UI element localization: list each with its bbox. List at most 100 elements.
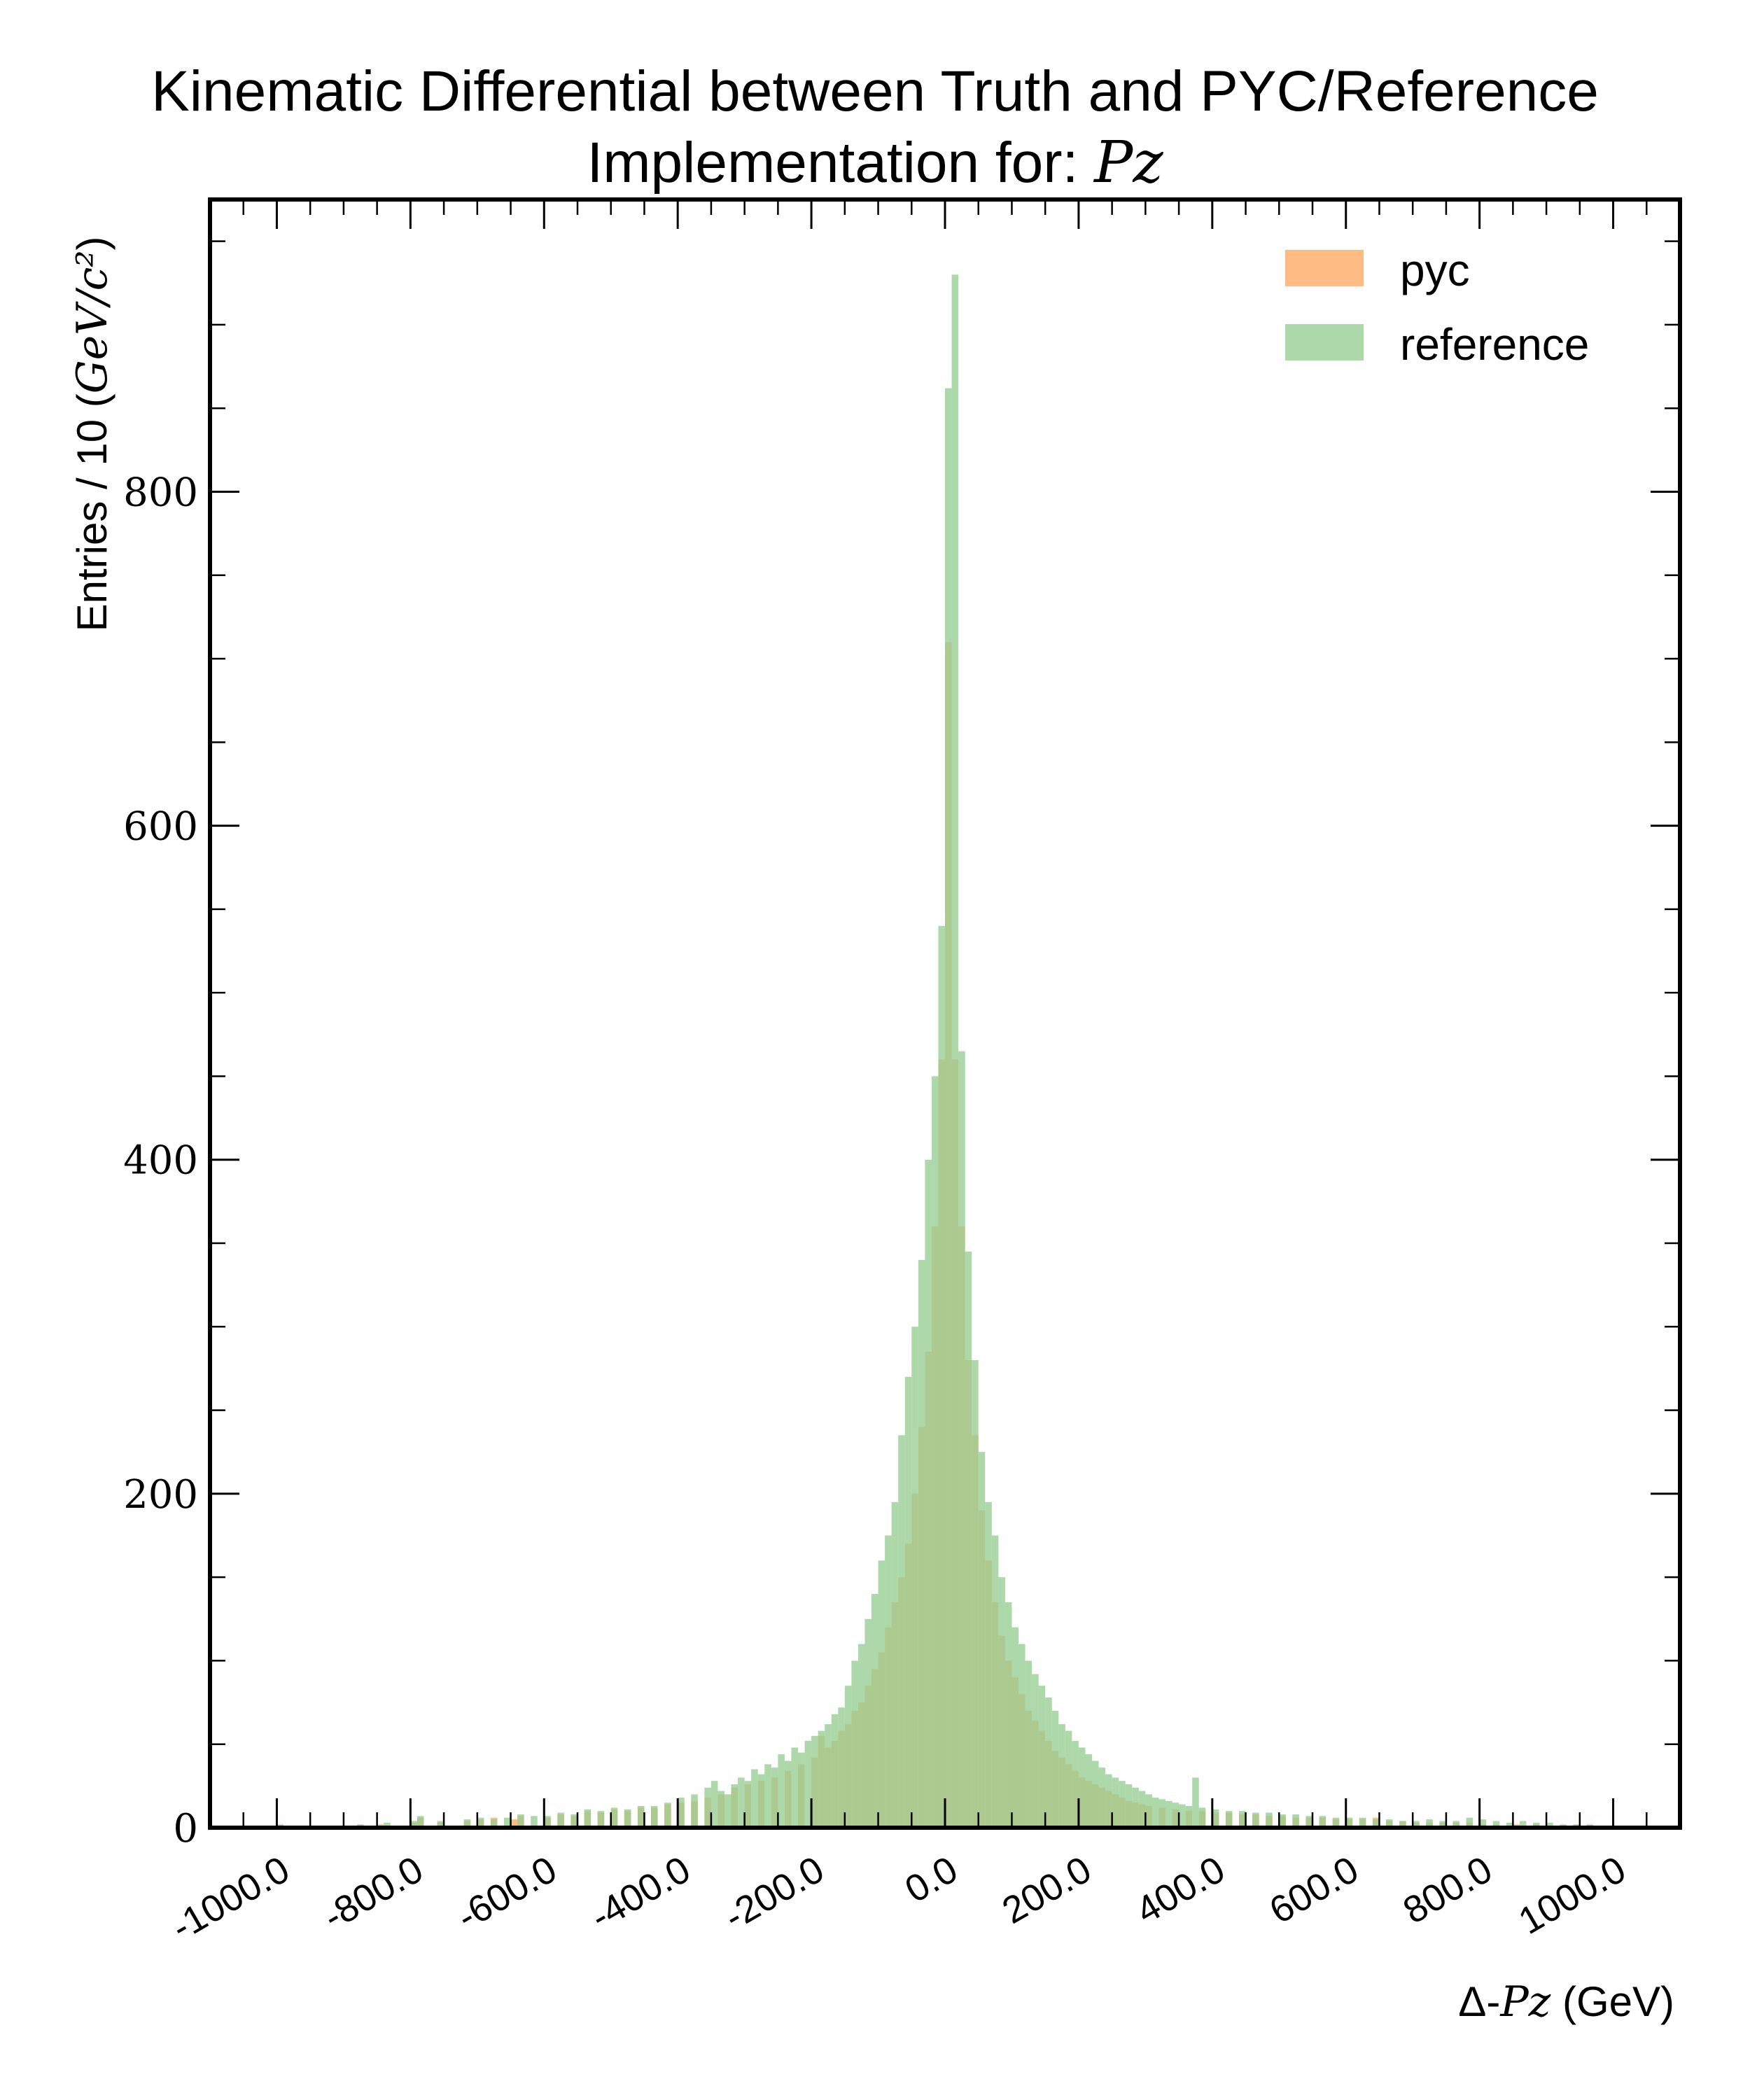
histogram-bar-reference-71 — [1004, 1602, 1012, 1828]
legend-label-reference: reference — [1400, 319, 1589, 370]
histogram-bar-reference-48 — [851, 1660, 858, 1828]
histogram-bar-reference-93 — [1152, 1798, 1159, 1828]
histogram-bar-reference-103 — [1239, 1811, 1246, 1828]
histogram-bar-reference-114 — [1386, 1819, 1393, 1828]
histogram-bar-reference-7 — [437, 1821, 444, 1828]
histogram-bar-reference-94 — [1158, 1799, 1166, 1828]
y-tick-label-3: 600 — [123, 804, 198, 850]
histogram-bar-reference-17 — [584, 1809, 592, 1828]
legend-swatch-reference — [1285, 324, 1364, 360]
histogram-bar-reference-112 — [1359, 1817, 1366, 1828]
histogram-bar-reference-32 — [744, 1781, 752, 1828]
histogram-bar-reference-106 — [1279, 1814, 1286, 1828]
histogram-bar-reference-126 — [1546, 1822, 1553, 1828]
histogram-bar-reference-50 — [864, 1618, 872, 1828]
x-tick-label-0: -1000.0 — [164, 1848, 297, 1949]
x-tick-label-3: -400.0 — [584, 1848, 698, 1938]
histogram-bar-reference-40 — [798, 1752, 805, 1828]
histogram-bar-reference-15 — [557, 1812, 564, 1828]
x-tick-label-9: 800.0 — [1396, 1848, 1499, 1932]
histogram-bar-reference-97 — [1179, 1804, 1186, 1828]
histogram-bar-reference-101 — [1212, 1809, 1219, 1828]
histogram-bar-reference-30 — [731, 1784, 738, 1828]
histogram-bar-reference-83 — [1085, 1754, 1092, 1828]
histogram-bar-reference-117 — [1426, 1819, 1433, 1828]
histogram-bar-reference-16 — [570, 1814, 578, 1828]
histogram-bar-reference-81 — [1072, 1740, 1079, 1828]
chart-title-line2-prefix: Implementation for: — [587, 131, 1094, 195]
histogram-bar-reference-46 — [838, 1707, 845, 1828]
histogram-bar-reference-78 — [1051, 1711, 1059, 1828]
histogram-bar-reference-49 — [858, 1644, 865, 1828]
histogram-bar-reference-12 — [517, 1814, 524, 1828]
histogram-bar-reference-42 — [811, 1735, 818, 1828]
histogram-bar-reference-80 — [1065, 1730, 1072, 1828]
histogram-bar-reference-10 — [490, 1819, 498, 1828]
histogram-bar-reference-76 — [1038, 1686, 1046, 1828]
histogram-bar-reference-28 — [718, 1791, 724, 1828]
y-tick-label-0: 0 — [173, 1806, 198, 1851]
histogram-bar-reference-23 — [664, 1802, 671, 1828]
histogram-bar-reference-82 — [1078, 1747, 1086, 1828]
histogram-bar-reference-118 — [1439, 1821, 1446, 1828]
histogram-bar-reference-47 — [844, 1686, 852, 1828]
histogram-bar-reference-53 — [885, 1535, 892, 1828]
histogram-bar-reference-25 — [691, 1794, 698, 1828]
histogram-bar-reference-124 — [1519, 1821, 1527, 1828]
y-tick-label-4: 800 — [123, 470, 198, 516]
histogram-bar-reference-38 — [784, 1760, 792, 1828]
histogram-bar-reference-74 — [1025, 1660, 1032, 1828]
histogram-bar-reference-58 — [918, 1259, 925, 1828]
histogram-bar-reference-125 — [1533, 1822, 1540, 1828]
y-axis-label-math: GeV/c² — [68, 251, 117, 394]
histogram-bar-reference-77 — [1045, 1697, 1052, 1828]
histogram-bar-reference-102 — [1225, 1811, 1233, 1828]
histogram-bar-reference-84 — [1092, 1760, 1099, 1828]
histogram-bar-reference-45 — [831, 1714, 839, 1828]
histogram-bar-reference-27 — [710, 1781, 718, 1828]
histogram-bar-reference-92 — [1145, 1794, 1152, 1828]
histogram-bar-reference-37 — [778, 1754, 785, 1828]
histogram-bar-reference-19 — [610, 1807, 618, 1828]
chart-title-line2: Implementation for: Pz — [587, 130, 1163, 196]
histogram-bar-reference-44 — [825, 1724, 832, 1828]
histogram-bar-reference-116 — [1413, 1821, 1420, 1828]
x-tick-label-4: -200.0 — [717, 1848, 831, 1938]
histogram-bar-reference-119 — [1452, 1821, 1460, 1828]
histogram-bar-reference-61 — [938, 925, 945, 1828]
histogram-bar-reference-108 — [1306, 1816, 1312, 1828]
x-tick-labels: -1000.0 -800.0 -600.0 -400.0 -200.0 0.0 200.0 4… — [164, 1848, 1633, 1949]
histogram-bar-reference-72 — [1011, 1627, 1018, 1828]
histogram-bar-reference-95 — [1166, 1800, 1172, 1828]
histogram-bar-reference-8 — [463, 1819, 471, 1828]
histogram-bar-reference-63 — [951, 274, 959, 1828]
histogram-bar-reference-5 — [410, 1821, 417, 1828]
series-reference — [276, 274, 1606, 1828]
histogram-bar-pyc-10 — [510, 1819, 518, 1828]
histogram-bar-reference-21 — [637, 1805, 645, 1828]
histogram-bar-reference-111 — [1345, 1817, 1353, 1828]
histogram-bar-reference-34 — [757, 1774, 765, 1828]
histogram-bar-reference-87 — [1112, 1777, 1119, 1828]
histogram-bar-reference-73 — [1018, 1644, 1026, 1828]
histogram-bar-reference-22 — [651, 1805, 658, 1828]
y-axis-label: Entries / 10 (GeV/c²) — [68, 237, 117, 632]
chart-title-line2-math: Pz — [1093, 130, 1163, 196]
histogram-bar-reference-121 — [1479, 1819, 1487, 1828]
plot-frame — [208, 197, 1682, 1830]
x-tick-label-2: -600.0 — [450, 1848, 564, 1938]
histogram-bar-reference-86 — [1105, 1774, 1112, 1828]
histogram-bar-reference-4 — [384, 1822, 391, 1828]
histogram-bar-reference-59 — [925, 1159, 932, 1828]
histogram-bar-reference-26 — [704, 1787, 711, 1828]
histogram-bar-reference-6 — [416, 1816, 424, 1828]
histogram-bar-reference-98 — [1185, 1805, 1193, 1828]
y-axis-label-prefix: Entries / 10 ( — [69, 393, 115, 631]
x-tick-label-1: -800.0 — [316, 1848, 430, 1938]
histogram-bar-reference-66 — [972, 1360, 979, 1828]
x-tick-label-5: 0.0 — [898, 1848, 965, 1911]
histogram-bar-reference-24 — [678, 1798, 685, 1828]
y-tick-label-2: 400 — [123, 1138, 198, 1184]
y-tick-labels: 0 200 400 600 800 — [123, 470, 198, 1852]
